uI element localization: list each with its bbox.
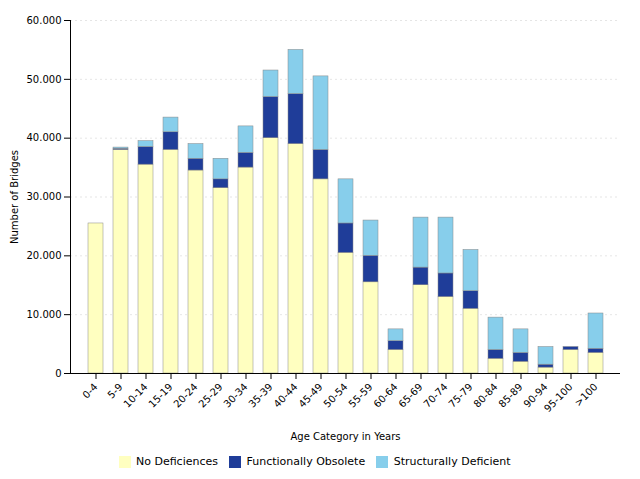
html-text:Structurally Deficient: Structurally Deficient (393, 455, 511, 468)
svg-text:Number of Bridges: Number of Bridges (9, 150, 20, 244)
svg-text:15-19: 15-19 (146, 381, 174, 409)
html-text:Functionally Obsolete: Functionally Obsolete (246, 455, 366, 468)
svg-text:>100: >100 (572, 381, 599, 408)
svg-text:50.000: 50.000 (27, 74, 62, 85)
svg-text:40-44: 40-44 (271, 381, 299, 409)
svg-text:55-59: 55-59 (346, 381, 374, 409)
svg-text:Age Category in Years: Age Category in Years (290, 431, 400, 442)
svg-text:35-39: 35-39 (246, 381, 274, 409)
svg-text:20-24: 20-24 (171, 381, 199, 409)
svg-text:70-74: 70-74 (421, 381, 449, 409)
svg-text:0: 0 (55, 368, 61, 379)
svg-text:45-49: 45-49 (296, 381, 324, 409)
svg-text:25-29: 25-29 (196, 381, 224, 409)
svg-text:20.000: 20.000 (27, 250, 62, 261)
svg-text:85-89: 85-89 (496, 381, 524, 409)
svg-text:50-54: 50-54 (321, 381, 349, 409)
svg-text:90-94: 90-94 (521, 381, 550, 410)
svg-text:80-84: 80-84 (471, 381, 499, 409)
svg-text:60-64: 60-64 (371, 381, 399, 409)
svg-text:10-14: 10-14 (121, 381, 149, 409)
svg-text:65-69: 65-69 (396, 381, 424, 409)
svg-text:0-4: 0-4 (80, 381, 99, 400)
svg-text:95-100: 95-100 (542, 381, 575, 414)
html-text:No Deficiences: No Deficiences (136, 455, 218, 468)
svg-text:5-9: 5-9 (105, 381, 124, 400)
svg-text:60.000: 60.000 (27, 15, 62, 26)
svg-text:75-79: 75-79 (446, 381, 474, 409)
svg-text:10.000: 10.000 (27, 309, 62, 320)
svg-text:40.000: 40.000 (27, 132, 62, 143)
svg-text:30.000: 30.000 (27, 191, 62, 202)
svg-text:30-34: 30-34 (221, 381, 249, 409)
